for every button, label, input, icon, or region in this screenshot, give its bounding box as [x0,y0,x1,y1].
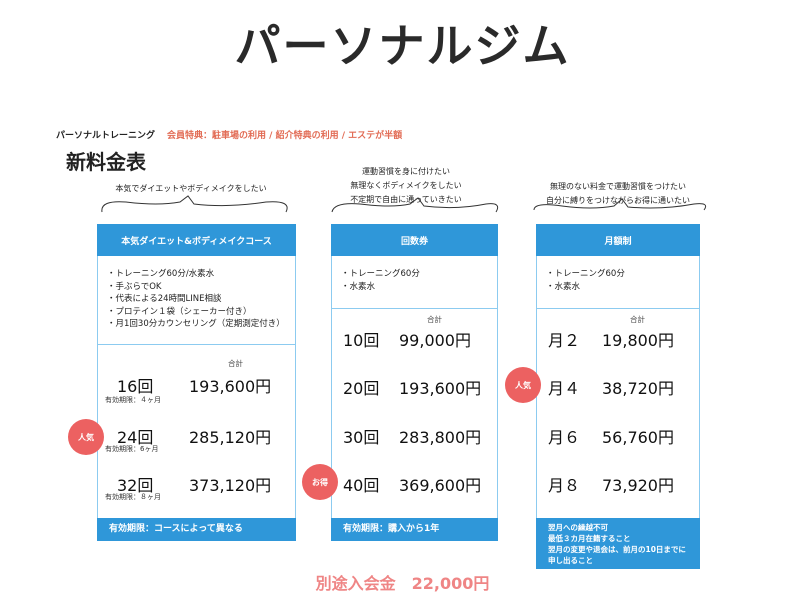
validity: 有効期限：８ヶ月 [105,493,161,501]
session-count: 10回 [343,331,380,350]
total-label: 合計 [427,315,442,324]
feature-item: ・トレーニング60分 [341,269,420,279]
total-label: 合計 [228,359,243,368]
price: 19,800円 [602,331,674,350]
feature-item: ・手ぶらでOK [107,281,162,292]
footer-line: 翌月への繰越不可 [548,523,608,532]
price: 283,800円 [399,428,482,447]
feature-item: ・プロテイン１袋（シェーカー付き） [107,306,252,317]
card-monthly-header: 月額制 [536,224,700,256]
card-course-header: 本気ダイエット&ボディメイクコース [97,224,296,256]
session-count: 32回 [117,476,154,495]
price: 193,600円 [399,379,482,398]
validity: 有効期限：6ヶ月 [105,445,159,453]
validity: 有効期限：４ヶ月 [105,396,161,404]
footer-line: 有効期限：コースによって異なる [109,524,243,534]
session-count: 40回 [343,476,380,495]
bubble-course-tail [101,195,288,213]
page-title: パーソナルジム [234,19,571,73]
feature-item: ・月1回30分カウンセリング（定期測定付き） [107,319,285,329]
price-table-heading: 新料金表 [66,150,146,174]
footer-line: 最低３カ月在籍すること [548,534,631,543]
bubble-monthly-tail [533,198,707,211]
session-count: 24回 [117,428,154,447]
card-monthly-features: ・トレーニング60分 ・水素水 [546,268,625,293]
member-perks: 会員特典：駐車場の利用 / 紹介特典の利用 / エステが半額 [167,131,403,141]
card-tickets-header: 回数券 [331,224,498,256]
price: 369,600円 [399,476,482,495]
card-tickets-footer: 有効期限：購入から1年 [331,518,498,541]
card-tickets: 回数券 ・トレーニング60分 ・水素水 合計 10回 99,000円 20回 1… [331,224,498,541]
bubble-line: 自分に縛りをつけながらお得に通いたい [546,196,690,205]
bubble-monthly: 無理のない料金で運動習慣をつけたい 自分に縛りをつけながらお得に通いたい [528,180,708,208]
card-monthly: 月額制 ・トレーニング60分 ・水素水 合計 月２ 19,800円 月４ 38,… [536,224,700,569]
bubble-line: 無理のない料金で運動習慣をつけたい [550,182,686,191]
session-count: 20回 [343,379,380,398]
feature-item: ・水素水 [341,281,376,292]
feature-item: ・代表による24時間LINE相談 [107,294,222,304]
feature-item: ・トレーニング60分 [546,269,625,279]
price: 99,000円 [399,331,471,350]
plan-frequency: 月２ [548,331,581,350]
bubble-tickets: 運動習慣を身に付けたい 無理なくボディメイクをしたい 不定期で自由に通っていきた… [326,165,486,207]
subheader: パーソナルトレーニング 会員特典：駐車場の利用 / 紹介特典の利用 / エステが半… [56,128,402,141]
price: 38,720円 [602,379,674,398]
entry-fee: 別途入会金 22,000円 [315,574,490,593]
session-count: 16回 [117,377,154,396]
feature-item: ・トレーニング60分/水素水 [107,269,215,279]
price: 285,120円 [189,428,272,447]
price: 73,920円 [602,476,674,495]
footer-line: 翌月の変更や退会は、前月の10日までに [548,545,686,554]
price: 56,760円 [602,428,674,447]
card-monthly-footer: 翌月への繰越不可 最低３カ月在籍すること 翌月の変更や退会は、前月の10日までに… [536,518,700,569]
feature-item: ・水素水 [546,281,581,292]
bubble-tickets-tail [331,197,499,213]
bubble-line: 本気でダイエットやボディメイクをしたい [115,184,267,193]
footer-line: 有効期限：購入から1年 [343,524,440,534]
bubble-line: 無理なくボディメイクをしたい [350,181,462,190]
card-tickets-features: ・トレーニング60分 ・水素水 [341,268,420,293]
plan-frequency: 月６ [548,428,581,447]
card-course: 本気ダイエット&ボディメイクコース ・トレーニング60分/水素水 ・手ぶらでOK… [97,224,296,541]
popular-badge: 人気 [505,367,541,403]
bubble-line: 不定期で自由に通っていきたい [350,195,462,204]
total-label: 合計 [630,315,645,324]
session-count: 30回 [343,428,380,447]
footer-line: 申し出ること [548,556,593,565]
bubble-line: 運動習慣を身に付けたい [362,167,450,176]
plan-frequency: 月４ [548,379,581,398]
price: 193,600円 [189,377,272,396]
card-course-footer: 有効期限：コースによって異なる [97,518,296,541]
popular-badge: 人気 [68,419,104,455]
subheader-label: パーソナルトレーニング [56,131,156,141]
price: 373,120円 [189,476,272,495]
bubble-course: 本気でダイエットやボディメイクをしたい [92,182,290,196]
deal-badge: お得 [302,464,338,500]
card-course-features: ・トレーニング60分/水素水 ・手ぶらでOK ・代表による24時間LINE相談 … [107,268,285,331]
plan-frequency: 月８ [548,476,581,495]
